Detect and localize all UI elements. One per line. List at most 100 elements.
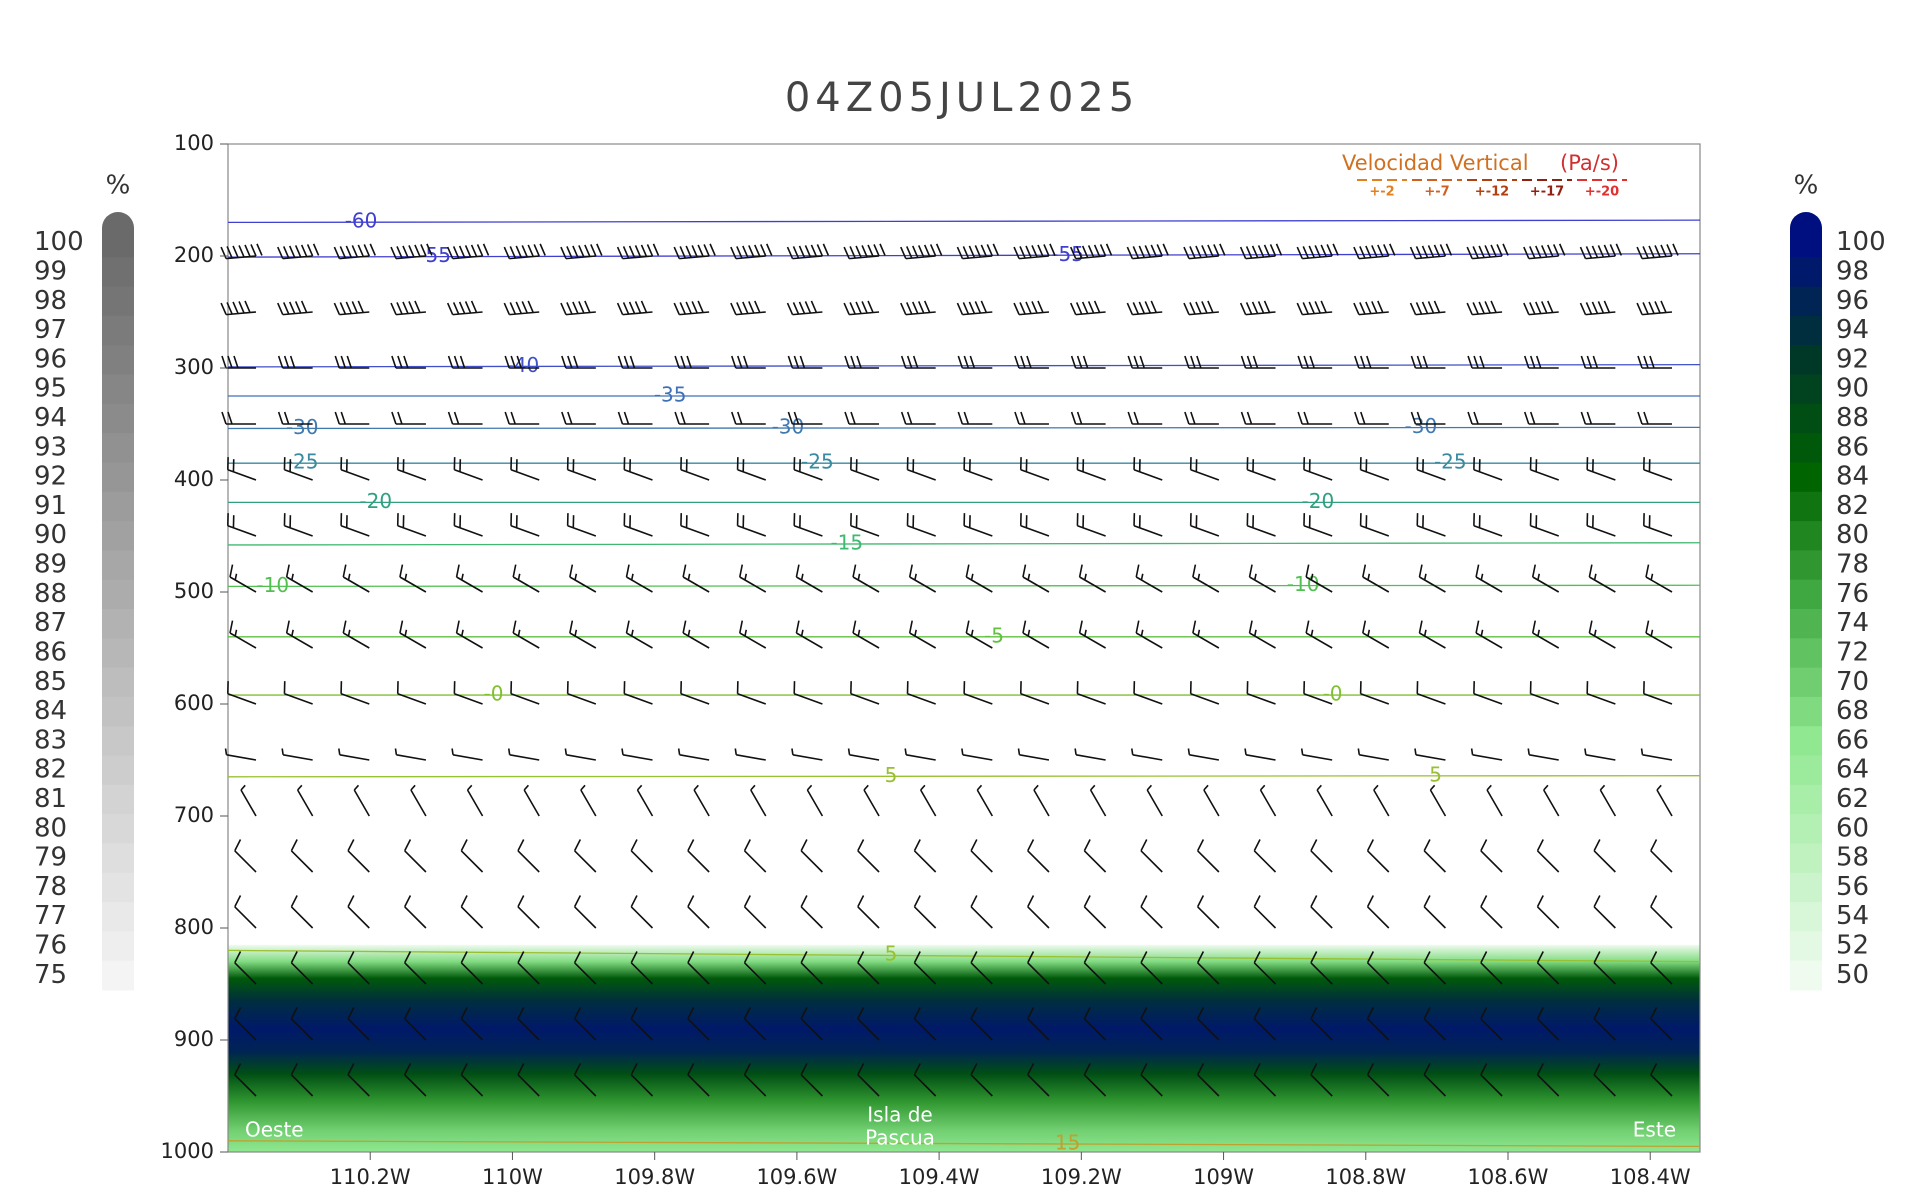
wind-barb	[1416, 513, 1446, 537]
colorbar-segment	[1790, 462, 1822, 493]
wind-barb	[221, 355, 256, 369]
colorbar-segment	[102, 609, 134, 639]
wind-barb	[1248, 620, 1276, 649]
wind-barb	[847, 748, 880, 761]
wind-barb	[956, 243, 1000, 260]
wind-barb	[1310, 1063, 1333, 1097]
isotherm	[227, 219, 1701, 224]
isotherm	[227, 775, 1701, 778]
colorbar-segment	[102, 784, 134, 815]
wind-barb	[560, 300, 596, 316]
wind-barb	[800, 951, 823, 985]
wind-barb	[1362, 620, 1390, 649]
colorbar-segment	[102, 403, 134, 434]
wind-barb	[510, 513, 540, 537]
y-tick-label: 200	[174, 243, 214, 267]
colorbar-segment	[102, 872, 134, 903]
colorbar-segment	[102, 521, 134, 551]
wind-barb	[353, 784, 370, 817]
wind-barb	[625, 564, 653, 593]
wind-barb	[507, 748, 540, 761]
wind-barb	[750, 784, 767, 817]
wind-barb	[504, 411, 540, 425]
wind-barb	[1409, 243, 1453, 260]
wind-barb	[730, 300, 766, 316]
wind-barb	[403, 895, 427, 929]
colorbar-segment	[102, 726, 134, 757]
colorbar-segment	[1790, 491, 1822, 522]
wind-barb	[1423, 951, 1447, 985]
wind-barb	[687, 1007, 710, 1041]
wind-barb	[1529, 457, 1559, 481]
wind-barb	[913, 895, 937, 929]
isotherm	[227, 542, 1701, 546]
colorbar-label: 100	[34, 227, 84, 257]
colorbar-label: 96	[34, 344, 67, 374]
wind-barb	[1089, 784, 1107, 817]
wind-barb	[1473, 457, 1503, 481]
wind-barb	[857, 1007, 880, 1041]
wind-barb	[623, 457, 653, 481]
wind-barb	[1580, 355, 1616, 369]
wind-barb	[1192, 620, 1220, 649]
wind-barb	[844, 355, 880, 369]
wind-barb	[390, 243, 433, 260]
wind-barb	[347, 1063, 370, 1097]
wind-barb	[1536, 839, 1560, 873]
colorbar-label: 74	[1836, 608, 1869, 638]
colorbar-label: 58	[1836, 843, 1869, 873]
wind-barb	[913, 1007, 937, 1041]
wind-barb	[1013, 300, 1050, 316]
wind-barb	[850, 681, 880, 705]
wind-barb	[510, 681, 540, 705]
wind-barb	[795, 564, 823, 593]
wind-barb	[517, 839, 540, 873]
wind-barb	[1480, 895, 1503, 929]
wind-barb	[863, 784, 880, 817]
wind-barb	[852, 564, 880, 593]
y-tick-label: 300	[174, 355, 214, 379]
colorbar-segment	[1790, 902, 1822, 932]
wind-barb	[1418, 564, 1446, 593]
wind-barb	[1017, 748, 1050, 761]
colorbar-label: 64	[1836, 755, 1869, 785]
y-tick-label: 500	[174, 579, 214, 603]
wind-barb	[857, 1063, 880, 1097]
wind-barb	[1196, 1063, 1220, 1097]
isotherm	[227, 584, 1701, 588]
isotherm	[227, 949, 1701, 963]
wind-barb	[1523, 355, 1559, 369]
colorbar-segment	[102, 228, 134, 258]
wind-barb	[1027, 951, 1050, 985]
wind-barb	[1418, 620, 1446, 649]
colorbar-segment	[1790, 403, 1822, 434]
wind-barb	[277, 243, 320, 260]
wind-barb	[743, 839, 767, 873]
wind-barb	[682, 620, 710, 649]
wind-barb	[1027, 839, 1050, 873]
wind-barb	[1650, 1007, 1673, 1041]
wind-barb	[573, 895, 597, 929]
wind-barb	[687, 1063, 710, 1097]
wind-barb	[277, 355, 313, 369]
wind-barb	[1189, 457, 1220, 481]
wind-barb	[1240, 355, 1276, 369]
wind-barb	[852, 620, 880, 649]
isotherm-label: -55	[418, 243, 451, 267]
wind-barb	[234, 951, 257, 985]
wind-barb	[1366, 839, 1390, 873]
wind-barb	[1410, 411, 1446, 425]
wind-barb	[285, 564, 314, 593]
wind-barb	[1027, 895, 1050, 929]
wind-barb	[1140, 1063, 1163, 1097]
colorbar-segment	[1790, 550, 1822, 581]
wind-barb	[630, 839, 654, 873]
x-tick-label: 109.8W	[614, 1165, 695, 1189]
x-tick-label: 110.2W	[330, 1165, 411, 1189]
wind-barb	[451, 748, 483, 761]
colorbar-segment	[1790, 784, 1822, 815]
wind-barb	[1027, 1007, 1050, 1041]
chart-title: 04Z05JUL2025	[785, 75, 1139, 121]
colorbar-label: 88	[34, 579, 67, 609]
colorbar-label: 50	[1836, 960, 1869, 990]
